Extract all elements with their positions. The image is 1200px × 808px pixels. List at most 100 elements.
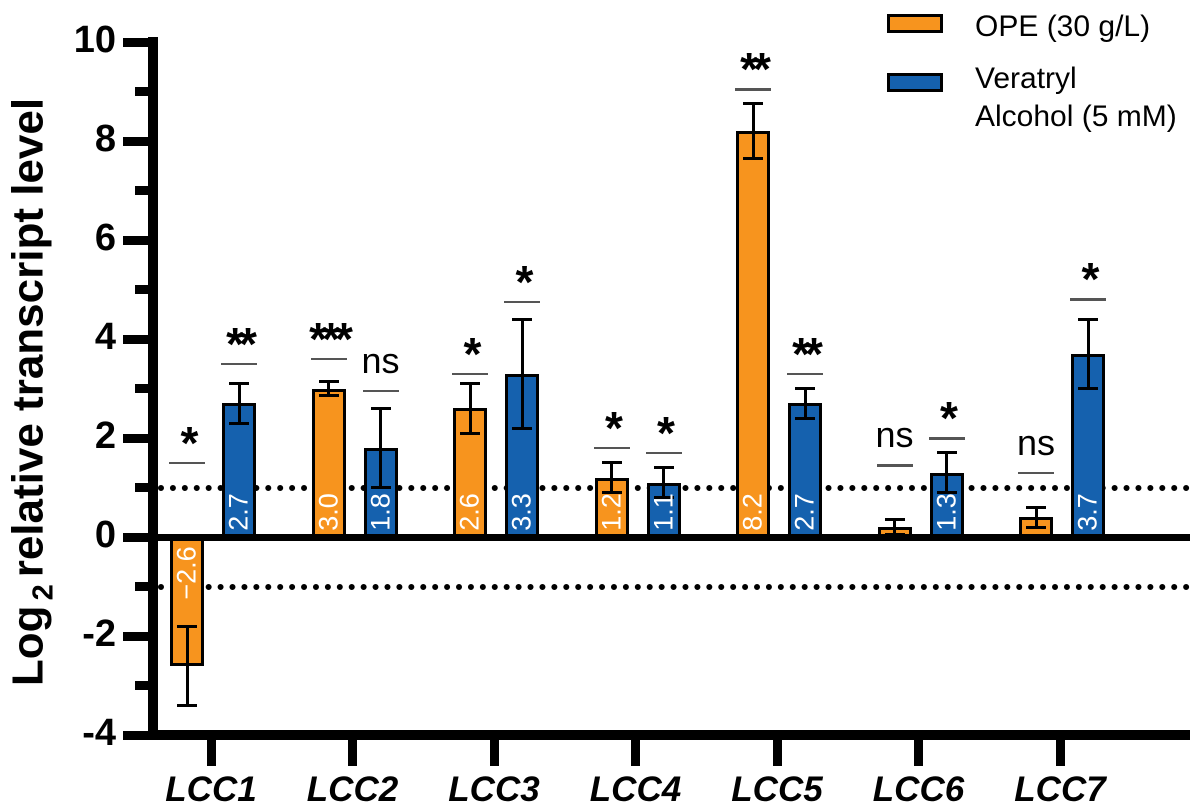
y-minor-tick bbox=[135, 384, 148, 393]
error-bar-cap-bottom bbox=[795, 416, 815, 420]
x-category-label: LCC7 bbox=[1014, 770, 1106, 808]
error-bar-line bbox=[1034, 507, 1038, 528]
error-bar-line bbox=[468, 383, 472, 434]
error-bar-line bbox=[520, 319, 524, 429]
significance-line bbox=[876, 464, 913, 467]
x-category-label: LCC3 bbox=[448, 770, 540, 808]
y-tick-label: 6 bbox=[94, 217, 116, 259]
reference-line bbox=[158, 583, 1190, 590]
significance-label: * bbox=[515, 255, 534, 308]
error-bar-line bbox=[379, 408, 382, 488]
error-bar-cap-top bbox=[653, 466, 674, 470]
significance-label: * bbox=[180, 416, 199, 469]
error-bar-cap-top bbox=[512, 317, 532, 321]
zero-line bbox=[148, 533, 1190, 541]
y-tick-label: -4 bbox=[82, 712, 116, 754]
error-bar-line bbox=[1086, 319, 1090, 389]
significance-label: ** bbox=[792, 327, 823, 380]
x-category-label: LCC4 bbox=[589, 770, 682, 808]
error-bar-cap-top bbox=[743, 102, 763, 106]
significance-label: * bbox=[1081, 253, 1100, 306]
x-axis-line bbox=[148, 730, 1190, 740]
error-bar-cap-top bbox=[1026, 505, 1046, 509]
error-bar-cap-top bbox=[370, 406, 391, 410]
error-bar-cap-bottom bbox=[370, 486, 391, 489]
y-major-tick bbox=[123, 334, 148, 344]
significance-label: * bbox=[605, 401, 623, 454]
error-bar-cap-bottom bbox=[743, 156, 763, 160]
y-minor-tick bbox=[135, 186, 148, 195]
bar-value-label: −2.6 bbox=[171, 546, 202, 600]
error-bar-line bbox=[945, 452, 948, 493]
significance-line bbox=[221, 362, 257, 366]
y-tick-label: 8 bbox=[94, 118, 116, 160]
y-major-tick bbox=[123, 730, 148, 740]
error-bar-line bbox=[662, 467, 665, 498]
error-bar-cap-top bbox=[884, 518, 905, 522]
x-tick bbox=[1055, 740, 1065, 766]
error-bar-cap-bottom bbox=[512, 426, 532, 430]
legend-label-veratryl: Veratryl Alcohol (5 mM) bbox=[975, 60, 1177, 136]
error-bar-cap-top bbox=[460, 382, 480, 386]
error-bar-cap-bottom bbox=[653, 495, 674, 499]
legend-swatch-ope bbox=[887, 14, 943, 33]
y-major-tick bbox=[123, 532, 148, 542]
legend-label-line: OPE (30 g/L) bbox=[975, 10, 1151, 43]
error-bar-cap-top bbox=[601, 461, 622, 465]
error-bar-cap-bottom bbox=[1026, 525, 1046, 529]
error-bar-cap-bottom bbox=[460, 431, 480, 435]
error-bar-cap-bottom bbox=[936, 490, 957, 494]
y-minor-tick bbox=[135, 87, 148, 96]
error-bar-line bbox=[751, 103, 755, 159]
error-bar-cap-bottom bbox=[1078, 387, 1098, 390]
bar-ope-lcc5 bbox=[736, 131, 770, 540]
bar-value-label: 1.8 bbox=[365, 493, 395, 531]
error-bar-line bbox=[237, 383, 241, 424]
significance-label: *** bbox=[309, 312, 353, 365]
bar-value-label: 8.2 bbox=[737, 493, 768, 531]
significance-label: * bbox=[657, 406, 675, 459]
x-tick bbox=[772, 740, 782, 766]
x-tick bbox=[914, 740, 923, 766]
bar-ope-lcc2 bbox=[311, 388, 346, 540]
y-minor-tick bbox=[135, 285, 148, 294]
error-bar-cap-top bbox=[177, 624, 197, 628]
bar-value-label: 3.7 bbox=[1072, 493, 1103, 531]
y-tick-label: 2 bbox=[94, 415, 116, 457]
significance-label: ** bbox=[740, 43, 771, 96]
bar-value-label: 3.0 bbox=[313, 493, 343, 531]
y-tick-label: 10 bbox=[73, 19, 116, 61]
bar-value-label: 3.3 bbox=[506, 493, 537, 531]
y-major-tick bbox=[123, 631, 148, 641]
significance-line bbox=[1070, 298, 1106, 301]
significance-label: ns bbox=[1016, 421, 1056, 463]
x-category-label: LCC1 bbox=[165, 770, 257, 808]
significance-label: * bbox=[940, 392, 958, 444]
bar-value-label: 2.6 bbox=[454, 493, 485, 531]
bar-value-label: 2.7 bbox=[789, 493, 820, 531]
significance-line bbox=[310, 357, 347, 361]
y-minor-tick bbox=[135, 582, 148, 591]
significance-line bbox=[735, 88, 771, 91]
significance-label: * bbox=[463, 327, 482, 380]
bar-value-label: 1.2 bbox=[596, 493, 626, 531]
bar-value-label: 1.3 bbox=[931, 493, 961, 531]
x-category-label: LCC5 bbox=[731, 770, 823, 808]
legend-label-ope: OPE (30 g/L) bbox=[975, 8, 1150, 46]
legend-label-line: Veratryl bbox=[975, 62, 1077, 95]
error-bar-cap-bottom bbox=[229, 421, 249, 425]
bar-value-label: 1.1 bbox=[648, 493, 678, 531]
y-tick-label: 4 bbox=[94, 316, 116, 358]
error-bar-cap-top bbox=[318, 379, 339, 383]
error-bar-cap-top bbox=[1078, 317, 1098, 321]
significance-line bbox=[452, 372, 488, 376]
error-bar-cap-top bbox=[795, 387, 815, 390]
legend-swatch-veratryl bbox=[887, 73, 943, 92]
y-tick-label: -2 bbox=[82, 613, 116, 655]
significance-line bbox=[928, 437, 965, 440]
x-tick bbox=[206, 740, 216, 766]
significance-label: ns bbox=[361, 339, 400, 381]
y-minor-tick bbox=[135, 483, 148, 492]
